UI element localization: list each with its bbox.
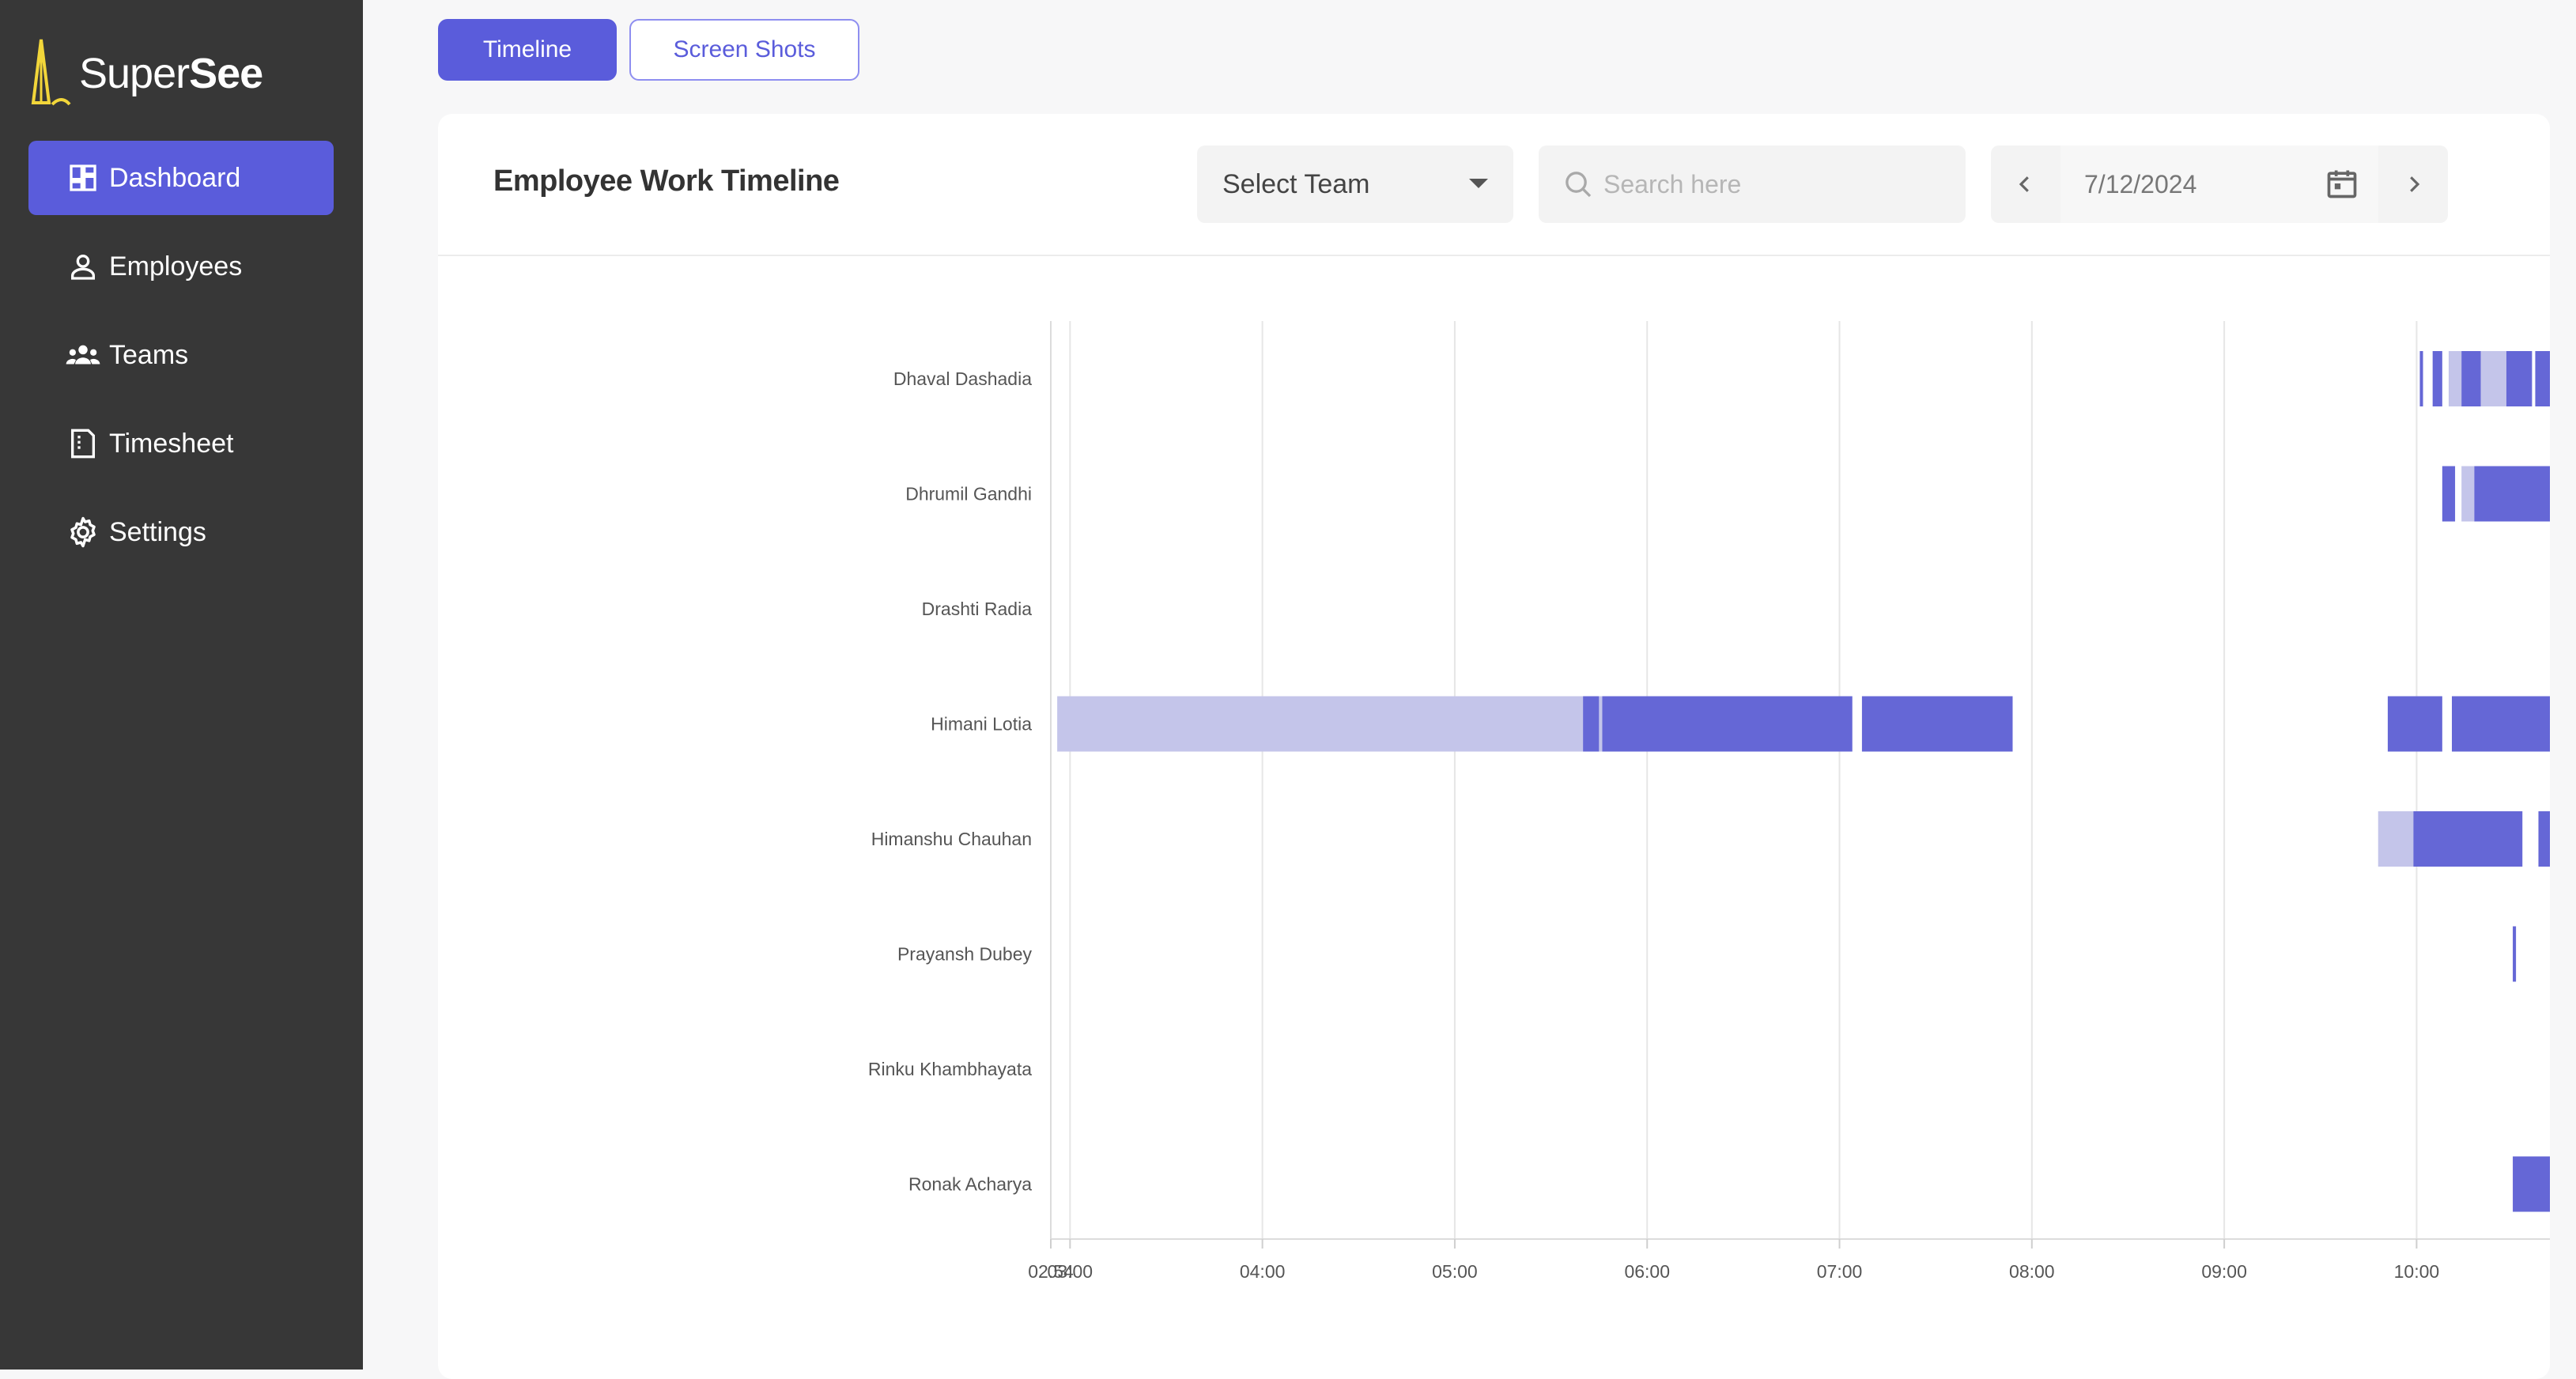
timeline-segment-idle [2378,811,2414,867]
row-label: Drashti Radia [922,599,1033,619]
timeline-card: Employee Work Timeline Select Team 7/12/… [438,114,2550,1379]
search-input[interactable] [1602,168,1953,200]
sidebar-item-label: Employees [109,251,243,281]
date-value: 7/12/2024 [2084,169,2197,198]
tab-timeline[interactable]: Timeline [438,19,617,81]
timeline-segment-active [2432,351,2442,406]
logo-mark-icon [31,39,71,106]
row-label: Dhaval Dashadia [893,368,1032,389]
app-logo[interactable]: SuperSee [28,35,329,114]
timeline-segment-idle [1599,696,1603,752]
previous-date-button[interactable] [1991,145,2059,223]
row-label: Rinku Khambhayata [868,1059,1032,1079]
app-name-light: Super [79,50,190,97]
sidebar-item-dashboard[interactable]: Dashboard [28,141,334,215]
timeline-segment-active [2442,466,2456,522]
x-tick-label: 10:00 [2394,1261,2440,1282]
row-label: Dhrumil Gandhi [905,484,1032,504]
search-icon [1566,172,1592,198]
sidebar-item-teams[interactable]: Teams [28,318,334,392]
date-picker: 7/12/2024 [1991,145,2448,223]
date-field[interactable]: 7/12/2024 [2060,145,2378,223]
row-label: Prayansh Dubey [897,944,1033,965]
x-tick-label: 03:00 [1048,1261,1093,1282]
sidebar-item-employees[interactable]: Employees [28,229,334,304]
timeline-segment-active [2538,811,2550,867]
timeline-segment-active [2452,696,2550,752]
app-name: SuperSee [79,49,263,98]
timeline-segment-idle [2480,351,2506,406]
x-tick-label: 05:00 [1432,1261,1478,1282]
timeline-segment-active [2387,696,2442,752]
chevron-right-icon [2410,176,2420,192]
row-label: Himanshu Chauhan [871,829,1032,849]
sidebar: SuperSee Dashboard Employees Teams Times… [0,0,363,1370]
sidebar-item-label: Timesheet [109,428,234,459]
x-tick-label: 09:00 [2201,1261,2247,1282]
x-tick-label: 06:00 [1624,1261,1670,1282]
caret-down-icon [1469,179,1488,188]
next-date-button[interactable] [2380,145,2448,223]
sidebar-item-label: Teams [109,339,189,370]
timesheet-icon [65,425,101,462]
sidebar-item-timesheet[interactable]: Timesheet [28,406,334,481]
x-tick-label: 04:00 [1240,1261,1286,1282]
timeline-segment-active [1861,696,2013,752]
x-tick-label: 02.54 [1028,1261,1074,1282]
timeline-segment-active [2513,1156,2550,1212]
timeline-segment-idle [1057,696,1584,752]
timeline-segment-active [2461,351,2481,406]
gear-icon [65,514,101,550]
timeline-segment-active [2535,351,2550,406]
timeline-segment-idle [2448,351,2462,406]
search-box [1539,145,1966,223]
timeline-segment-active [2413,811,2523,867]
chevron-left-icon [2019,176,2029,192]
card-title: Employee Work Timeline [493,164,840,198]
sidebar-item-label: Settings [109,516,206,547]
team-select[interactable]: Select Team [1197,145,1513,223]
timeline-segment-active [2474,466,2550,522]
timeline-segment-active [2419,351,2423,406]
sidebar-item-label: Dashboard [109,162,241,193]
timeline-segment-active [1602,696,1853,752]
card-header: Employee Work Timeline Select Team 7/12/… [438,114,2550,256]
timeline-segment-idle [2461,466,2475,522]
dashboard-icon [65,160,101,196]
timeline-segment-active [1583,696,1600,752]
x-tick-label: 07:00 [1817,1261,1863,1282]
group-icon [65,337,101,373]
row-label: Himani Lotia [931,714,1032,735]
timeline-segment-active [2513,926,2517,982]
main-content: Timeline Screen Shots Employee Work Time… [363,0,2576,1379]
person-icon [65,248,101,285]
team-select-value: Select Team [1222,168,1370,199]
app-name-bold: See [189,50,263,97]
calendar-icon[interactable] [2325,166,2359,201]
sidebar-item-settings[interactable]: Settings [28,495,334,569]
row-label: Ronak Acharya [908,1174,1032,1195]
timeline-segment-active [2506,351,2533,406]
tab-screenshots[interactable]: Screen Shots [629,19,859,81]
x-tick-label: 08:00 [2009,1261,2055,1282]
